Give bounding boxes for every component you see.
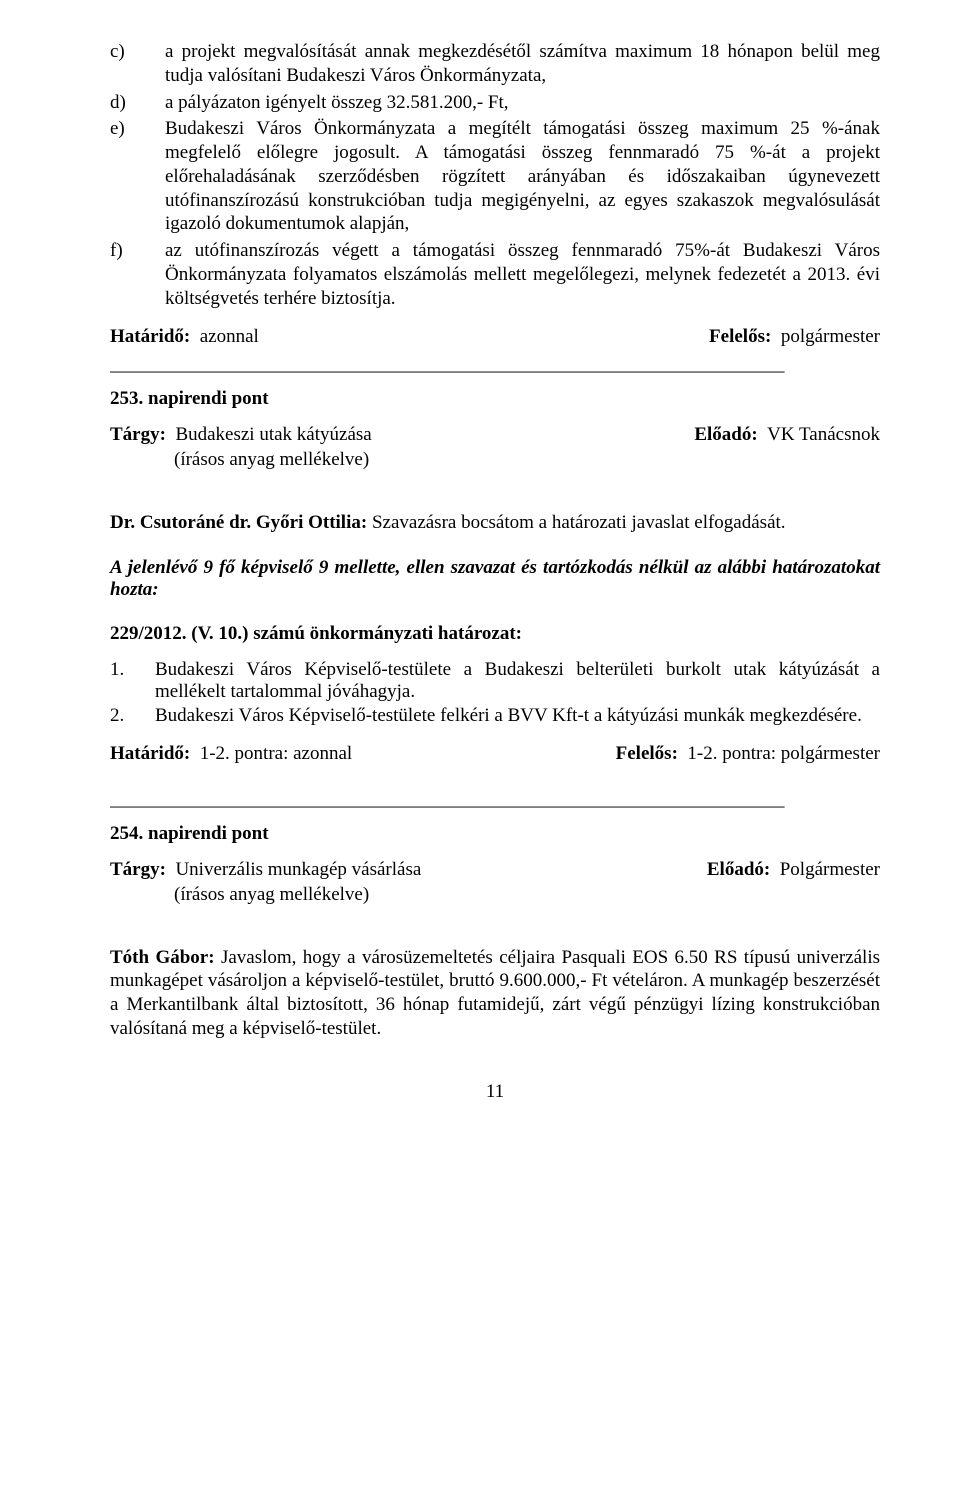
num-marker: 2. bbox=[110, 705, 155, 727]
responsible-label: Felelős: bbox=[616, 743, 678, 764]
presenter-right: Előadó: Polgármester bbox=[707, 859, 880, 881]
responsible-right: Felelős: 1-2. pontra: polgármester bbox=[616, 743, 880, 765]
num-marker: 1. bbox=[110, 659, 155, 703]
deadline-row-1: Határidő: azonnal Felelős: polgármester bbox=[110, 326, 880, 348]
deadline-row-2: Határidő: 1-2. pontra: azonnal Felelős: … bbox=[110, 743, 880, 765]
list-body: az utófinanszírozás végett a támogatási … bbox=[165, 239, 880, 310]
divider: ________________________________________… bbox=[110, 789, 880, 811]
list-body: a projekt megvalósítását annak megkezdés… bbox=[165, 40, 880, 88]
topic-label: Tárgy: bbox=[110, 424, 166, 445]
presenter-label: Előadó: bbox=[707, 859, 770, 880]
presenter-value-text: VK Tanácsnok bbox=[767, 424, 880, 445]
list-item-c: c) a projekt megvalósítását annak megkez… bbox=[110, 40, 880, 88]
deadline-left: Határidő: 1-2. pontra: azonnal bbox=[110, 743, 352, 765]
list-marker: e) bbox=[110, 117, 165, 236]
agenda-253-heading: 253. napirendi pont bbox=[110, 388, 880, 410]
topic-254-row: Tárgy: Univerzális munkagép vásárlása El… bbox=[110, 859, 880, 881]
divider: ________________________________________… bbox=[110, 354, 880, 376]
deadline-label: Határidő: bbox=[110, 743, 190, 764]
speaker-block-2: Tóth Gábor: Javaslom, hogy a városüzemel… bbox=[110, 946, 880, 1041]
topic-left: Tárgy: Budakeszi utak kátyúzása bbox=[110, 424, 372, 446]
responsible-value-text: polgármester bbox=[781, 326, 880, 347]
list-marker: d) bbox=[110, 91, 165, 115]
speaker-name: Tóth Gábor: bbox=[110, 947, 215, 968]
list-item-e: e) Budakeszi Város Önkormányzata a megít… bbox=[110, 117, 880, 236]
list-item-f: f) az utófinanszírozás végett a támogatá… bbox=[110, 239, 880, 310]
topic-253-row: Tárgy: Budakeszi utak kátyúzása Előadó: … bbox=[110, 424, 880, 446]
num-body: Budakeszi Város Képviselő-testülete a Bu… bbox=[155, 659, 880, 703]
resolution-item-1: 1. Budakeszi Város Képviselő-testülete a… bbox=[110, 659, 880, 703]
speaker-text: Javaslom, hogy a városüzemeltetés céljai… bbox=[110, 947, 880, 1039]
deadline-value-text: azonnal bbox=[200, 326, 259, 347]
list-marker: f) bbox=[110, 239, 165, 310]
speaker-block-1: Dr. Csutoráné dr. Győri Ottilia: Szavazá… bbox=[110, 511, 880, 535]
topic-attach: (írásos anyag mellékelve) bbox=[110, 883, 880, 907]
list-item-d: d) a pályázaton igényelt összeg 32.581.2… bbox=[110, 91, 880, 115]
presenter-label: Előadó: bbox=[694, 424, 757, 445]
resolution-heading: 229/2012. (V. 10.) számú önkormányzati h… bbox=[110, 623, 880, 645]
deadline-left: Határidő: azonnal bbox=[110, 326, 259, 348]
speaker-name: Dr. Csutoráné dr. Győri Ottilia: bbox=[110, 512, 367, 533]
topic-attach: (írásos anyag mellékelve) bbox=[110, 448, 880, 472]
vote-result-1: A jelenlévő 9 fő képviselő 9 mellette, e… bbox=[110, 557, 880, 601]
responsible-right: Felelős: polgármester bbox=[709, 326, 880, 348]
list-body: Budakeszi Város Önkormányzata a megítélt… bbox=[165, 117, 880, 236]
list-body: a pályázaton igényelt összeg 32.581.200,… bbox=[165, 91, 880, 115]
agenda-254-heading: 254. napirendi pont bbox=[110, 823, 880, 845]
responsible-value-text: 1-2. pontra: polgármester bbox=[687, 743, 880, 764]
topic-title-text: Univerzális munkagép vásárlása bbox=[175, 859, 421, 880]
topic-left: Tárgy: Univerzális munkagép vásárlása bbox=[110, 859, 421, 881]
deadline-label: Határidő: bbox=[110, 326, 190, 347]
topic-title-text: Budakeszi utak kátyúzása bbox=[175, 424, 371, 445]
topic-label: Tárgy: bbox=[110, 859, 166, 880]
resolution-item-2: 2. Budakeszi Város Képviselő-testülete f… bbox=[110, 705, 880, 727]
list-marker: c) bbox=[110, 40, 165, 88]
presenter-value-text: Polgármester bbox=[780, 859, 880, 880]
speaker-text: Szavazásra bocsátom a határozati javasla… bbox=[372, 512, 786, 533]
num-body: Budakeszi Város Képviselő-testülete felk… bbox=[155, 705, 880, 727]
page-number: 11 bbox=[110, 1081, 880, 1103]
responsible-label: Felelős: bbox=[709, 326, 771, 347]
deadline-value-text: 1-2. pontra: azonnal bbox=[200, 743, 352, 764]
presenter-right: Előadó: VK Tanácsnok bbox=[694, 424, 880, 446]
